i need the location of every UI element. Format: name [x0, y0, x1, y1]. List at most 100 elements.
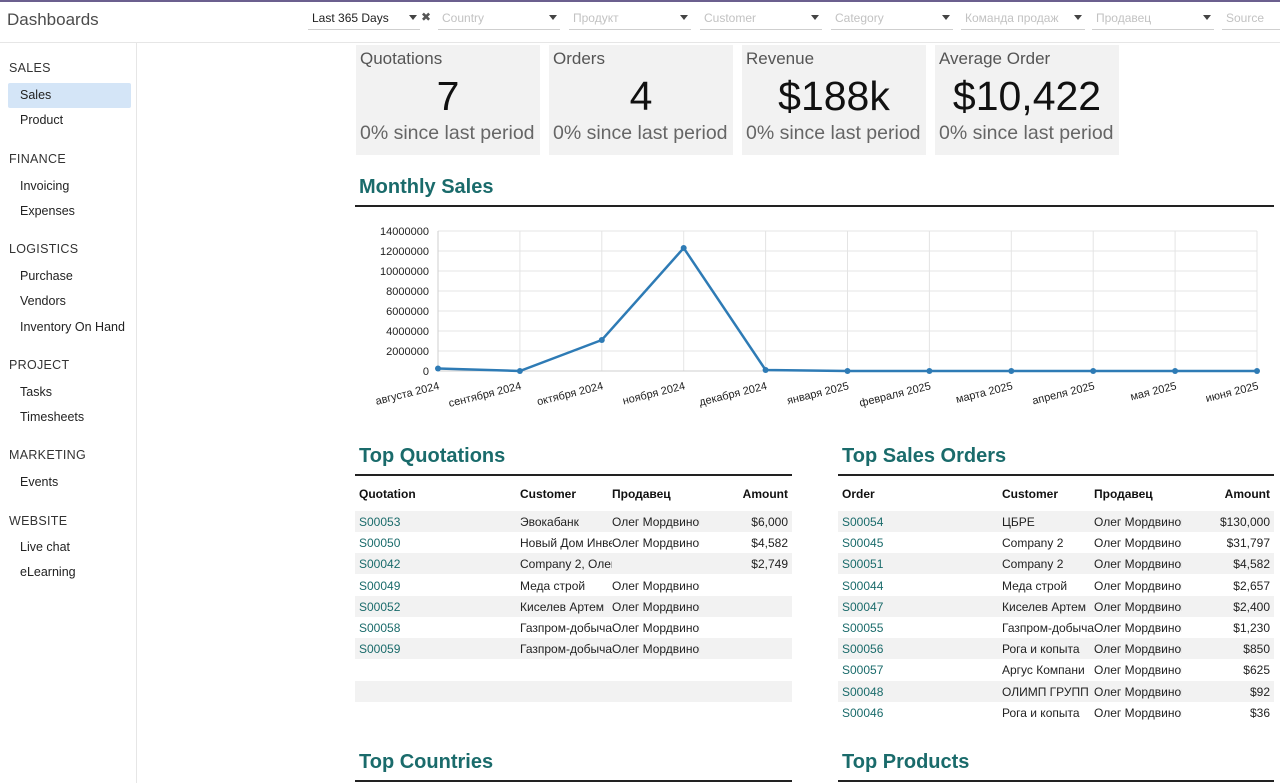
table-row[interactable]: S00045 Company 2 Олег Мордвинов $31,797 [838, 532, 1274, 553]
sidebar-item-sales[interactable]: Sales [8, 83, 131, 108]
salesperson-filter[interactable]: Продавец [1092, 8, 1214, 30]
date-filter[interactable]: Last 365 Days [308, 8, 420, 30]
order-link[interactable]: S00046 [842, 705, 884, 720]
sidebar-item-invoicing[interactable]: Invoicing [20, 179, 70, 193]
order-link[interactable]: S00044 [842, 578, 884, 593]
sidebar-item-elearning[interactable]: eLearning [20, 565, 76, 579]
data-point[interactable] [1090, 368, 1097, 374]
sidebar-item-vendors[interactable]: Vendors [20, 294, 66, 308]
table-row[interactable]: S00042 Company 2, Олег $2,749 [355, 553, 792, 575]
country-filter[interactable]: Country [438, 8, 560, 30]
x-tick-label: декабря 2024 [698, 380, 768, 408]
table-row[interactable]: S00056 Рога и копыта Олег Мордвинов $850 [838, 638, 1274, 660]
customer-cell: Газпром-добыча [520, 642, 612, 657]
order-link[interactable]: S00048 [842, 684, 884, 699]
salesperson-cell: Олег Мордвинов [612, 599, 700, 614]
app-title: Dashboards [7, 10, 99, 29]
customer-cell: Аргус Компани [1002, 663, 1085, 678]
data-point[interactable] [844, 368, 851, 374]
table-row[interactable]: S00047 Киселев Артем Олег Мордвинов $2,400 [838, 595, 1274, 617]
sidebar-item-events[interactable]: Events [20, 475, 59, 489]
kpi-card-average-order[interactable]: Average Order $10,422 0% since last peri… [935, 45, 1119, 155]
chevron-down-icon [549, 15, 557, 20]
x-tick-label: января 2025 [786, 380, 850, 407]
salesperson-cell: Олег Мордвинов [1094, 599, 1182, 614]
order-link[interactable]: S00051 [842, 557, 884, 572]
table-row[interactable]: S00057 Аргус Компани Олег Мордвинов $625 [838, 659, 1274, 680]
data-point[interactable] [680, 245, 687, 251]
order-link[interactable]: S00056 [842, 642, 884, 657]
salesperson-cell: Олег Мордвинов [1094, 621, 1182, 635]
monthly-sales-heading: Monthly Sales [359, 176, 494, 198]
sidebar-item-timesheets[interactable]: Timesheets [20, 410, 85, 424]
order-link[interactable]: S00059 [359, 642, 401, 657]
clear-date-filter-button[interactable]: ✖ [421, 8, 433, 30]
salesperson-filter-label: Продавец [1096, 11, 1152, 25]
monthly-sales-chart: 0 2000000 4000000 6000000 8000000 10000000 120… [374, 226, 1260, 410]
sidebar-item-tasks[interactable]: Tasks [20, 385, 52, 399]
data-point[interactable] [598, 337, 605, 343]
x-tick-label: марта 2025 [955, 380, 1014, 406]
order-link[interactable]: S00052 [359, 599, 401, 614]
table-row[interactable]: S00044 Меда строй Олег Мордвинов $2,657 [838, 575, 1274, 596]
table-row[interactable]: S00058 Газпром-добыча Олег Мордвинов [355, 617, 792, 638]
table-row[interactable]: S00046 Рога и копыта Олег Мордвинов $36 [838, 702, 1274, 723]
order-link[interactable]: S00057 [842, 663, 884, 678]
sidebar-item-expenses[interactable]: Expenses [20, 204, 75, 218]
table-row[interactable]: S00054 ЦБРЕ Олег Мордвинов $130,000 [838, 511, 1274, 532]
order-link[interactable]: S00055 [842, 621, 884, 635]
amount-cell: $2,749 [751, 557, 788, 572]
x-tick-label: февраля 2025 [858, 380, 932, 409]
customer-cell: Меда строй [520, 578, 586, 593]
kpi-value: 4 [629, 73, 653, 119]
order-link[interactable]: S00047 [842, 599, 884, 614]
category-filter[interactable]: Category [831, 8, 953, 30]
data-point[interactable] [435, 365, 441, 372]
source-filter[interactable]: Source [1222, 8, 1280, 30]
salesperson-cell: Олег Мордвинов [1094, 642, 1182, 657]
table-row[interactable]: S00052 Киселев Артем Олег Мордвинов [355, 595, 792, 617]
data-point[interactable] [516, 368, 523, 374]
table-row[interactable]: S00049 Меда строй Олег Мордвинов [355, 575, 792, 596]
kpi-card-quotations[interactable]: Quotations 7 0% since last period [356, 45, 540, 155]
customer-filter[interactable]: Customer [700, 8, 822, 30]
order-link[interactable]: S00045 [842, 536, 884, 551]
data-point[interactable] [1008, 368, 1015, 374]
section-divider [355, 780, 792, 782]
table-row[interactable]: S00055 Газпром-добыча Олег Мордвинов $1,230 [838, 617, 1274, 638]
sidebar-item-product[interactable]: Product [20, 113, 64, 127]
sidebar-item-purchase[interactable]: Purchase [20, 269, 73, 283]
data-point[interactable] [926, 368, 933, 374]
top-countries-heading: Top Countries [359, 751, 494, 773]
data-point[interactable] [762, 367, 769, 373]
sidebar-section-title: FINANCE [9, 152, 66, 166]
product-filter[interactable]: Продукт [569, 8, 691, 30]
sidebar-item-inventory-on-hand[interactable]: Inventory On Hand [20, 320, 125, 334]
kpi-card-revenue[interactable]: Revenue $188k 0% since last period [742, 45, 926, 155]
table-row[interactable]: S00048 ОЛИМП ГРУПП Олег Мордвинов $92 [838, 680, 1274, 702]
table-row[interactable]: S00059 Газпром-добыча Олег Мордвинов [355, 638, 792, 660]
order-link[interactable]: S00058 [359, 621, 401, 635]
table-row[interactable]: S00050 Новый Дом ИнвестОлег Мордвинов $4,5… [355, 532, 792, 553]
section-divider [355, 205, 1274, 207]
data-point[interactable] [1172, 368, 1179, 374]
salesperson-cell: Олег Мордвинов [612, 578, 700, 593]
source-filter-label: Source [1226, 11, 1265, 25]
customer-cell: Company 2, Олег [520, 557, 612, 572]
order-link[interactable]: S00042 [359, 557, 401, 572]
customer-cell: Киселев Артем [520, 599, 605, 614]
table-row[interactable]: S00051 Company 2 Олег Мордвинов $4,582 [838, 553, 1274, 575]
salesperson-cell: Олег Мордвинов [1094, 684, 1182, 699]
country-filter-label: Country [442, 11, 485, 25]
order-link[interactable]: S00049 [359, 578, 401, 593]
data-point[interactable] [1254, 368, 1260, 374]
sidebar-item-live-chat[interactable]: Live chat [20, 540, 71, 554]
order-link[interactable]: S00053 [359, 515, 401, 529]
table-row[interactable]: S00053 Эвокабанк Олег Мордвинов $6,000 [355, 511, 792, 532]
order-link[interactable]: S00054 [842, 515, 884, 529]
kpi-card-orders[interactable]: Orders 4 0% since last period [549, 45, 733, 155]
order-link[interactable]: S00050 [359, 536, 401, 551]
x-tick-label: августа 2024 [374, 380, 440, 407]
team-filter[interactable]: Команда продаж [961, 8, 1085, 30]
amount-cell: $4,582 [751, 536, 788, 551]
